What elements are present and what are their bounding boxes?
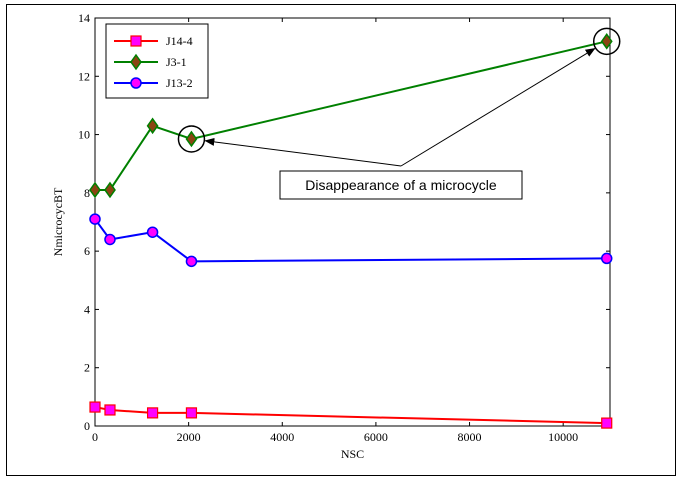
data-point <box>104 233 116 246</box>
y-tick-label: 6 <box>84 244 90 258</box>
data-point <box>146 117 159 135</box>
annotation-text: Disappearance of a microcycle <box>305 177 497 193</box>
legend-label: J14-4 <box>166 34 193 48</box>
annotation-box <box>279 170 523 200</box>
figure-frame <box>6 4 676 476</box>
annotation-arrow <box>400 48 596 167</box>
series-J14-4 <box>89 401 613 429</box>
x-tick-label: 6000 <box>364 430 388 444</box>
data-point <box>185 130 198 148</box>
legend-swatch-marker <box>130 53 142 71</box>
x-tick-label: 10000 <box>548 430 578 444</box>
x-tick-label: 8000 <box>458 430 482 444</box>
data-point <box>89 213 101 225</box>
data-point <box>104 181 116 199</box>
legend-swatch-marker <box>130 35 142 47</box>
data-point <box>89 401 101 413</box>
data-point <box>601 417 613 429</box>
x-tick-label: 4000 <box>270 430 294 444</box>
annotation-arrow <box>204 137 402 167</box>
legend-swatch-marker <box>130 77 142 89</box>
data-point <box>146 407 159 419</box>
data-point <box>600 33 613 50</box>
highlight-circle <box>592 27 621 56</box>
y-tick-label: 0 <box>84 419 90 433</box>
series-J3-1 <box>89 33 613 199</box>
data-point <box>146 226 159 238</box>
data-point <box>89 181 101 199</box>
y-axis-label: NmicrocycBT <box>51 187 65 256</box>
y-tick-label: 10 <box>78 128 90 142</box>
y-tick-label: 8 <box>84 186 90 200</box>
legend-item: J3-1 <box>114 53 187 71</box>
legend-label: J13-2 <box>166 76 193 90</box>
legend-label: J3-1 <box>166 55 187 69</box>
x-tick-label: 2000 <box>177 430 201 444</box>
y-tick-label: 4 <box>84 302 90 316</box>
legend-item: J14-4 <box>114 34 193 48</box>
y-tick-label: 12 <box>78 69 90 83</box>
legend-item: J13-2 <box>114 76 193 90</box>
y-tick-label: 2 <box>84 361 90 375</box>
data-point <box>104 404 116 416</box>
x-axis-label: NSC <box>341 447 364 461</box>
data-point <box>185 255 198 268</box>
y-tick-label: 14 <box>78 11 90 25</box>
data-point <box>600 252 613 265</box>
series-J13-2 <box>89 213 613 268</box>
x-tick-label: 0 <box>92 430 98 444</box>
data-point <box>185 407 198 419</box>
